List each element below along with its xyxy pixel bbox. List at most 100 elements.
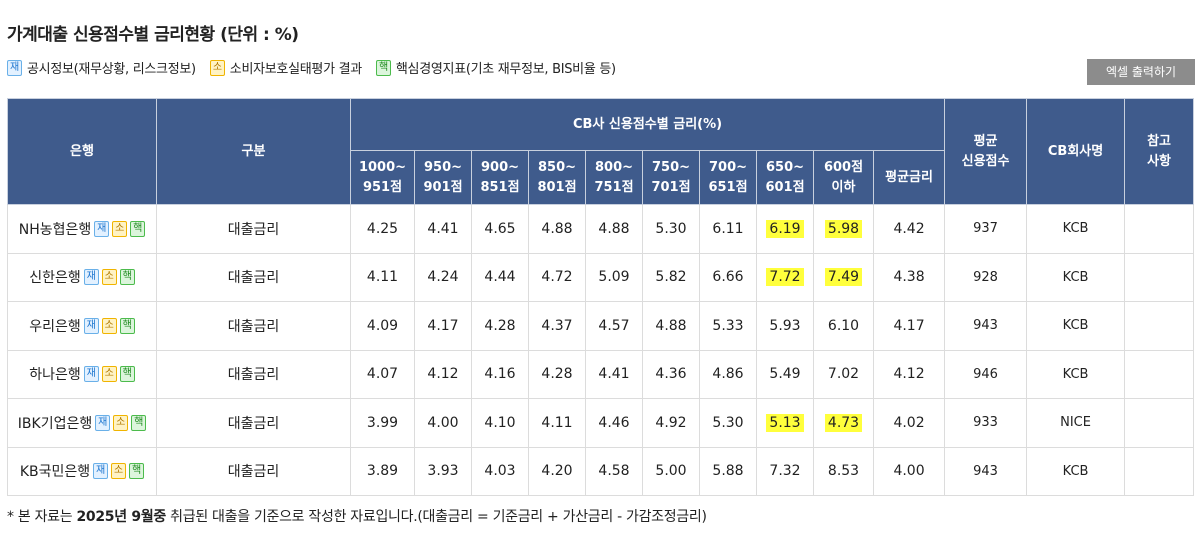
bank-cell: 하나은행 재 소 핵 (7, 349, 157, 399)
rate-value: 7.72 (766, 268, 804, 287)
rate-cell: 5.00 (642, 446, 700, 496)
bank-name: 우리은행 (29, 318, 81, 335)
rate-cell: 4.72 (528, 252, 586, 302)
footnote-bold: 2025년 9월중 (76, 509, 167, 525)
bank-name: 하나은행 (29, 367, 81, 384)
rate-cell: 3.93 (414, 446, 472, 496)
rate-value: 4.00 (427, 414, 459, 431)
rate-cell: 5.30 (699, 398, 757, 448)
bank-badge: 소 (111, 463, 127, 480)
rate-cell: 4.65 (471, 204, 529, 254)
bank-name: KB국민은행 (19, 464, 91, 481)
rate-cell: 6.19 (756, 204, 814, 254)
table-row: IBK기업은행 재 소 핵 대출금리 3.99 4.00 4.10 4.11 4.46 4.92 5.… (7, 398, 1195, 448)
rate-cell: 8.53 (813, 446, 874, 496)
rate-cell: 4.86 (699, 349, 757, 399)
legend-item: 재 공시정보(재무상황, 리스크정보) (7, 58, 196, 77)
rate-value: 4.36 (655, 366, 687, 383)
rate-cell: 4.44 (471, 252, 529, 302)
rate-cell: 7.02 (813, 349, 874, 399)
rate-value: 4.12 (893, 366, 925, 383)
rate-value: 5.13 (766, 413, 804, 432)
rate-cell: 5.82 (642, 252, 700, 302)
rate-value: 3.93 (427, 463, 459, 480)
rate-value: 4.00 (893, 463, 925, 480)
bank-name: NH농협은행 (18, 221, 92, 238)
rate-value: 4.46 (598, 414, 630, 431)
rate-value: 4.28 (541, 366, 573, 383)
bank: KB국민은행 재 소 핵 (8, 461, 156, 481)
rate-cell: 4.03 (471, 446, 529, 496)
rate-cell: 4.41 (414, 204, 472, 254)
subcolumn-header: 800~ 751점 (585, 150, 643, 205)
legend-text: 핵심경영지표(기초 재무정보, BIS비율 등) (395, 62, 616, 77)
rate-value: 4.41 (598, 366, 630, 383)
rate-cell: 4.00 (872, 446, 946, 496)
rate-value: 4.37 (541, 317, 573, 334)
rate-table: 은행 구분 CB사 신용점수별 금리(%) 평균 신용점수 CB회사명 참고 사항 100… (7, 98, 1195, 496)
bank-badge: 소 (101, 366, 117, 383)
rate-value: 4.17 (427, 317, 459, 334)
rate-value: 4.44 (484, 269, 516, 286)
bank-badge: 재 (83, 269, 99, 286)
rate-cell: 5.98 (813, 204, 874, 254)
cb-cell: KCB (1026, 446, 1126, 496)
rate-cell: 4.07 (350, 349, 415, 399)
score-cell: 933 (944, 398, 1028, 448)
bank: 하나은행 재 소 핵 (8, 364, 156, 384)
rate-value: 4.88 (598, 220, 630, 237)
rate-value: 4.12 (427, 366, 459, 383)
score-cell: 943 (944, 301, 1028, 351)
footnote-text: * 본 자료는 (7, 509, 77, 525)
rate-cell: 4.17 (414, 301, 472, 351)
table-row: 신한은행 재 소 핵 대출금리 4.11 4.24 4.44 4.72 5.09 5.82 6.66 7… (7, 252, 1195, 302)
rate-value: 4.17 (893, 317, 925, 334)
bank-badge: 핵 (119, 366, 135, 383)
legend-text: 공시정보(재무상황, 리스크정보) (27, 62, 196, 77)
rate-cell: 4.38 (872, 252, 946, 302)
rate-cell: 4.20 (528, 446, 586, 496)
rate-cell: 5.09 (585, 252, 643, 302)
rate-value: 4.41 (427, 220, 459, 237)
rate-value: 5.09 (598, 269, 630, 286)
subcolumn-header: 1000~ 951점 (350, 150, 415, 205)
rate-cell: 7.72 (756, 252, 814, 302)
excel-button[interactable]: 엑셀 출력하기 (1087, 59, 1195, 85)
rate-value: 4.86 (712, 366, 744, 383)
bank-badge: 소 (101, 317, 117, 334)
table-row: 하나은행 재 소 핵 대출금리 4.07 4.12 4.16 4.28 4.41 4.36 4.86 5… (7, 349, 1195, 399)
bank-name: 신한은행 (29, 270, 81, 287)
rate-value: 7.32 (769, 463, 801, 480)
rate-cell: 4.58 (585, 446, 643, 496)
rate-value: 3.99 (366, 414, 399, 431)
type-cell: 대출금리 (156, 301, 351, 351)
subcolumn-header: 850~ 801점 (528, 150, 586, 205)
rate-value: 5.82 (655, 269, 687, 286)
bank-badge: 핵 (119, 269, 135, 286)
rate-value: 4.11 (366, 269, 399, 286)
score-cell: 946 (944, 349, 1028, 399)
legend-badge: 핵 (375, 59, 391, 76)
bank-badge: 핵 (119, 317, 135, 334)
rate-cell: 4.88 (585, 204, 643, 254)
bank-badge: 재 (93, 463, 109, 480)
rate-value: 5.49 (769, 366, 801, 383)
rate-cell: 7.32 (756, 446, 814, 496)
column-header: 은행 (7, 98, 157, 205)
bank-badge: 핵 (131, 414, 147, 431)
rate-value: 4.65 (484, 220, 516, 237)
rate-cell: 4.00 (414, 398, 472, 448)
bank-cell: IBK기업은행 재 소 핵 (7, 398, 157, 448)
note-cell (1124, 349, 1195, 399)
bank: NH농협은행 재 소 핵 (8, 219, 156, 239)
rate-value: 4.42 (893, 220, 925, 237)
rate-value: 4.16 (484, 366, 516, 383)
rate-cell: 5.13 (756, 398, 814, 448)
subcolumn-header: 900~ 851점 (471, 150, 529, 205)
note-cell (1124, 446, 1195, 496)
rate-value: 4.57 (598, 317, 630, 334)
note-cell (1124, 301, 1195, 351)
rate-value: 4.10 (484, 414, 516, 431)
cb-cell: NICE (1026, 398, 1126, 448)
